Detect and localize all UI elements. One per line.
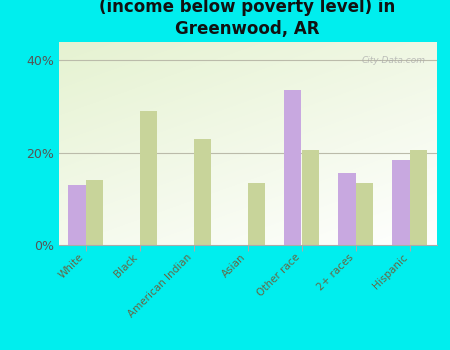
Bar [392,160,410,245]
Bar [194,139,211,245]
Bar [248,183,265,245]
Bar [356,183,373,245]
Title: Breakdown of poor residents within races
(income below poverty level) in
Greenwo: Breakdown of poor residents within races… [51,0,444,38]
Bar [68,185,86,245]
Legend: Greenwood, Arkansas: Greenwood, Arkansas [141,349,354,350]
Bar [86,180,103,245]
Bar [284,90,302,245]
Bar [338,174,356,245]
Bar [302,150,319,245]
Bar [140,111,157,245]
Text: City-Data.com: City-Data.com [361,56,425,65]
Bar [410,150,427,245]
